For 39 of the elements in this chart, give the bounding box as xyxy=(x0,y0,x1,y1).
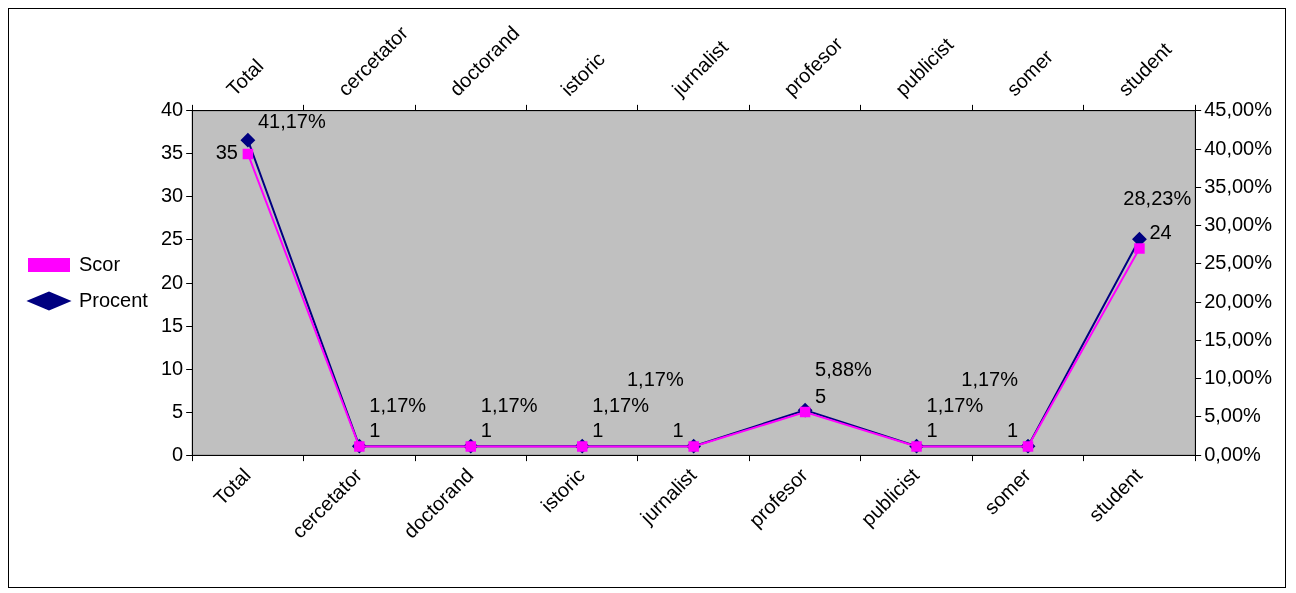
data-label: 1,17% xyxy=(926,393,984,416)
y-tick-label: 25 xyxy=(160,227,184,250)
data-label: 1 xyxy=(926,419,938,442)
y2-tick-label: 30,00% xyxy=(1204,213,1273,236)
y2-tick-label: 45,00% xyxy=(1204,98,1273,121)
y2-tick-label: 20,00% xyxy=(1204,289,1273,312)
y2-tick-label: 0,00% xyxy=(1204,442,1262,465)
data-label: 1 xyxy=(672,419,684,442)
data-label: 5,88% xyxy=(815,357,873,380)
y-tick-label: 20 xyxy=(160,270,184,293)
y-tick-label: 10 xyxy=(160,356,184,379)
y-tick-label: 30 xyxy=(160,184,184,207)
data-label: 1 xyxy=(369,419,381,442)
data-label: 1 xyxy=(480,419,492,442)
data-label: 28,23% xyxy=(1123,186,1192,209)
data-label: 1,17% xyxy=(369,393,427,416)
data-label: 1,17% xyxy=(626,367,684,390)
data-label: 1,17% xyxy=(961,367,1019,390)
data-label: 24 xyxy=(1149,221,1172,244)
y2-tick-label: 10,00% xyxy=(1204,366,1273,389)
y2-tick-label: 40,00% xyxy=(1204,136,1273,159)
y2-tick-label: 35,00% xyxy=(1204,174,1273,197)
data-label: 41,17% xyxy=(257,109,326,132)
y-tick-label: 40 xyxy=(160,98,184,121)
data-label: 1,17% xyxy=(480,393,538,416)
data-label: 1 xyxy=(592,419,604,442)
legend-label: Scor xyxy=(79,252,121,275)
y2-tick-label: 25,00% xyxy=(1204,251,1273,274)
y2-tick-label: 15,00% xyxy=(1204,327,1273,350)
y-tick-label: 35 xyxy=(160,141,184,164)
data-label: 35 xyxy=(215,141,238,164)
legend-label: Procent xyxy=(79,288,149,311)
y-tick-label: 15 xyxy=(160,313,184,336)
y2-tick-label: 5,00% xyxy=(1204,404,1262,427)
data-label: 1,17% xyxy=(592,393,650,416)
data-label: 1 xyxy=(1006,419,1018,442)
y-tick-label: 0 xyxy=(172,442,184,465)
y-tick-label: 5 xyxy=(172,399,184,422)
data-label: 5 xyxy=(815,384,827,407)
